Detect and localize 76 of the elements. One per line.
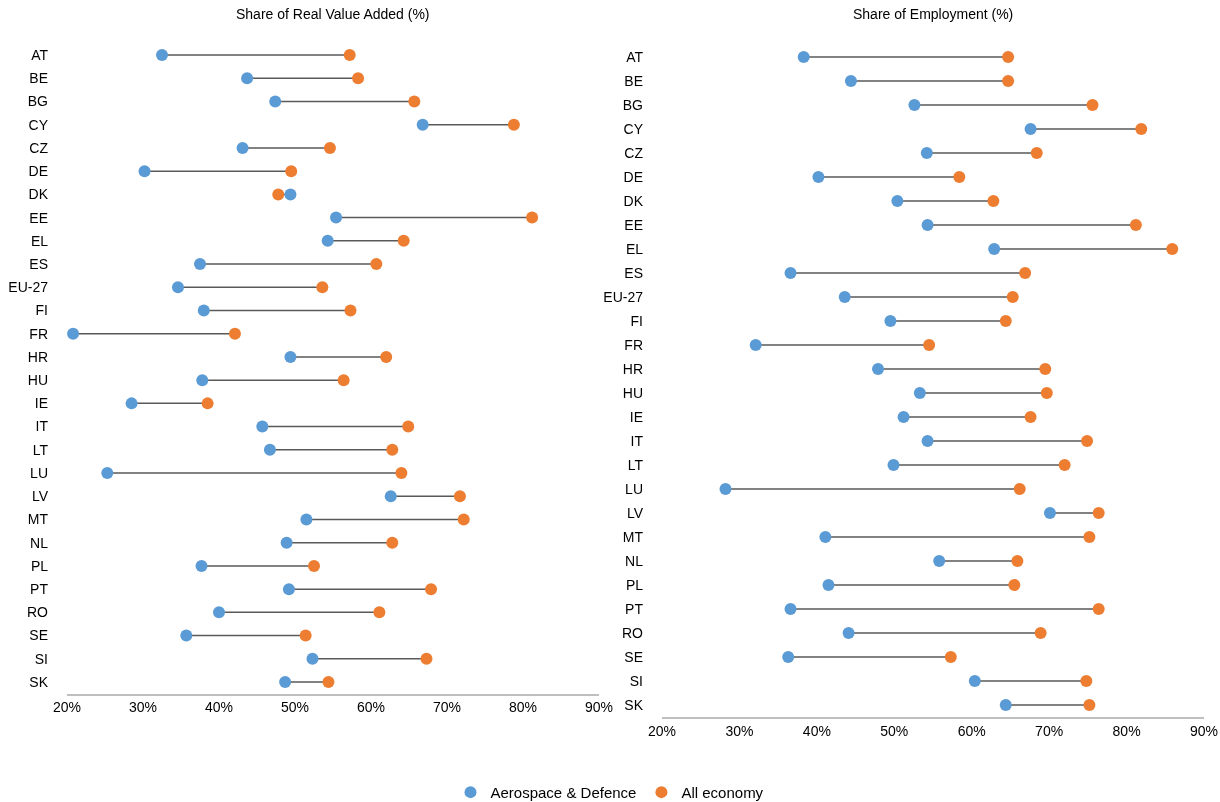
y-tick-label: LU: [625, 480, 643, 497]
legend-label: Aerospace & Defence: [490, 783, 637, 801]
y-tick-label: AT: [31, 46, 49, 63]
y-tick-label: EL: [625, 240, 644, 257]
y-tick-label: FI: [35, 302, 48, 319]
y-tick-label: LT: [627, 456, 644, 473]
y-tick-label: IE: [629, 408, 643, 425]
chart-title: Share of Employment (%): [853, 6, 1014, 22]
y-tick-label: FI: [630, 312, 643, 329]
y-tick-label: SK: [29, 673, 49, 690]
y-tick-label: NL: [625, 552, 644, 569]
x-tick-label: 50%: [280, 699, 310, 716]
y-tick-label: BE: [29, 70, 48, 87]
y-tick-label: RO: [622, 624, 644, 641]
y-tick-label: PT: [625, 600, 644, 617]
y-tick-label: SE: [624, 648, 643, 665]
y-tick-label: FR: [624, 336, 643, 353]
y-tick-label: SK: [624, 696, 644, 713]
y-tick-label: MT: [27, 511, 49, 528]
y-tick-label: CY: [623, 120, 644, 137]
y-tick-label: EU-27: [8, 279, 49, 296]
x-tick-label: 20%: [52, 699, 82, 716]
x-tick-label: 70%: [432, 699, 462, 716]
y-tick-label: ES: [29, 255, 48, 272]
y-tick-label: HU: [622, 384, 643, 401]
x-tick-label: 30%: [725, 722, 754, 739]
y-tick-label: CZ: [624, 144, 644, 161]
y-tick-label: MT: [622, 528, 644, 545]
y-tick-label: FR: [29, 325, 48, 342]
y-tick-label: ES: [624, 264, 643, 281]
x-tick-label: 30%: [128, 699, 158, 716]
chart-title: Share of Real Value Added (%): [236, 6, 430, 22]
y-tick-label: LU: [30, 464, 48, 481]
x-tick-label: 90%: [584, 699, 614, 716]
x-tick-label: 60%: [957, 722, 986, 739]
y-tick-label: DK: [28, 186, 49, 203]
x-tick-label: 40%: [802, 722, 831, 739]
y-tick-label: EE: [624, 216, 643, 233]
x-tick-label: 40%: [204, 699, 234, 716]
y-tick-label: RO: [27, 604, 49, 621]
x-tick-label: 20%: [647, 722, 677, 739]
y-tick-label: EU-27: [603, 288, 644, 305]
y-tick-label: BG: [622, 96, 643, 113]
y-tick-label: CY: [28, 116, 49, 133]
x-tick-label: 50%: [880, 722, 909, 739]
y-tick-label: CZ: [29, 139, 49, 156]
y-tick-label: LV: [626, 504, 644, 521]
y-tick-label: DK: [623, 192, 644, 209]
y-tick-label: SI: [629, 672, 643, 689]
y-tick-label: PT: [30, 581, 49, 598]
y-tick-label: PL: [625, 576, 644, 593]
y-tick-label: DE: [28, 163, 48, 180]
y-tick-label: IT: [35, 418, 49, 435]
x-tick-label: 60%: [356, 699, 386, 716]
y-tick-label: BG: [27, 93, 48, 110]
y-tick-label: LV: [31, 488, 49, 505]
legend-label: All economy: [681, 783, 764, 801]
y-tick-label: EL: [30, 232, 49, 249]
x-tick-label: 70%: [1035, 722, 1064, 739]
x-tick-label: 90%: [1189, 722, 1219, 739]
x-tick-label: 80%: [508, 699, 538, 716]
y-tick-label: BE: [624, 72, 643, 89]
y-tick-label: PL: [30, 557, 49, 574]
x-tick-label: 80%: [1112, 722, 1141, 739]
y-tick-label: HR: [622, 360, 643, 377]
y-tick-label: SI: [34, 650, 48, 667]
y-tick-label: AT: [626, 48, 644, 65]
y-tick-label: LT: [32, 441, 49, 458]
y-tick-label: EE: [29, 209, 48, 226]
y-tick-label: HR: [27, 348, 48, 365]
y-tick-label: SE: [29, 627, 48, 644]
y-tick-label: NL: [30, 534, 49, 551]
y-tick-label: IE: [34, 395, 48, 412]
y-tick-label: IT: [630, 432, 644, 449]
y-tick-label: HU: [27, 372, 48, 389]
y-tick-label: DE: [623, 168, 643, 185]
